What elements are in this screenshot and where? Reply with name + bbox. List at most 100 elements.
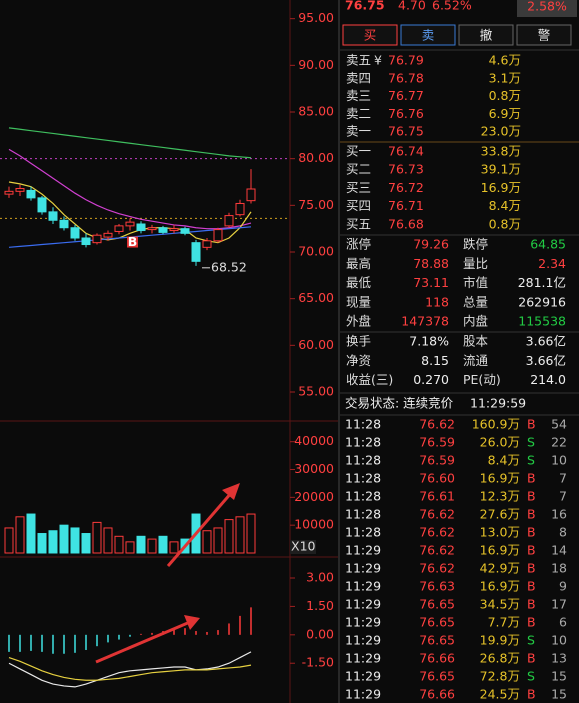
candle-body <box>92 234 102 244</box>
volume-bar <box>114 535 124 554</box>
last-price: 76.75 <box>345 0 385 13</box>
trade-count: 7 <box>559 489 567 504</box>
stat-value: 281.1亿 <box>518 275 566 290</box>
volume-bar <box>224 519 234 554</box>
trade-volume: 16.9万 <box>480 471 520 486</box>
stat-label: 外盘 <box>346 314 371 329</box>
stat-label: 总量 <box>463 294 488 309</box>
candle-body <box>125 221 135 227</box>
trade-time: 11:29 <box>345 615 381 630</box>
book-volume: 6.9万 <box>489 106 521 121</box>
trade-price: 76.60 <box>419 471 455 486</box>
stat-value: 79.26 <box>413 237 449 252</box>
book-label: 卖五 <box>346 53 371 68</box>
trade-time: 11:29 <box>345 579 381 594</box>
action-button-label[interactable]: 撤 <box>480 28 493 43</box>
candle-body <box>169 228 179 232</box>
trade-volume: 12.3万 <box>480 489 520 504</box>
trade-time: 11:28 <box>345 435 381 450</box>
volume-bar <box>169 541 179 554</box>
trade-count: 54 <box>551 417 567 432</box>
stat-label: 内盘 <box>463 314 488 329</box>
trade-price: 76.59 <box>419 453 455 468</box>
candle-body <box>147 227 157 231</box>
volume-bar <box>48 530 58 554</box>
trade-time: 11:28 <box>345 489 381 504</box>
trade-side: B <box>527 579 536 594</box>
y-tick-label: 95.00 <box>298 10 334 25</box>
volume-bar <box>213 527 223 554</box>
action-button[interactable] <box>342 24 398 46</box>
book-price: 76.74 <box>388 144 424 159</box>
stat-value: 2.34 <box>538 256 566 271</box>
book-price: 76.71 <box>388 198 424 213</box>
volume-bar <box>125 541 135 554</box>
book-price: 76.72 <box>388 180 424 195</box>
trade-price: 76.59 <box>419 435 455 450</box>
trade-side: B <box>527 543 536 558</box>
volume-bar <box>70 527 80 554</box>
trade-time: 11:29 <box>345 651 381 666</box>
trade-count: 15 <box>551 669 567 684</box>
action-button-label[interactable]: 卖 <box>422 28 435 43</box>
stat-label: 现量 <box>346 294 371 309</box>
arrow <box>95 620 191 664</box>
candle-body <box>103 232 113 238</box>
trade-side: S <box>527 453 535 468</box>
book-volume: 23.0万 <box>481 124 521 139</box>
trade-price: 76.65 <box>419 615 455 630</box>
candle-body <box>37 197 47 213</box>
stat-label: 最高 <box>346 256 371 271</box>
stat-label: 流通 <box>463 353 489 368</box>
trade-count: 8 <box>559 525 567 540</box>
y-tick-label: 1.50 <box>306 598 334 613</box>
trade-side: B <box>527 525 536 540</box>
volume-unit: X10 <box>291 539 316 554</box>
stat-label: 最低 <box>346 275 372 290</box>
volume-bar <box>235 516 245 554</box>
stat-value: 262916 <box>518 294 566 309</box>
change-pct: 6.52% <box>432 0 472 13</box>
volume-bar <box>26 513 36 554</box>
stat-label: 股本 <box>463 334 489 349</box>
book-label: 卖一 <box>346 124 371 139</box>
trade-time: 11:28 <box>345 507 381 522</box>
book-volume: 39.1万 <box>481 162 521 177</box>
stat-value: 118 <box>425 294 449 309</box>
trade-side: B <box>527 687 536 702</box>
trade-price: 76.65 <box>419 669 455 684</box>
action-button-label[interactable]: 警 <box>538 28 551 43</box>
candle-body <box>59 219 69 229</box>
action-button[interactable] <box>516 24 572 46</box>
candle-body <box>213 229 223 242</box>
book-price: 76.77 <box>388 88 424 103</box>
y-tick-label: 3.00 <box>306 569 334 584</box>
currency: ¥ <box>374 53 382 68</box>
trade-side: B <box>527 471 536 486</box>
trade-price: 76.66 <box>419 651 455 666</box>
action-button[interactable] <box>400 24 456 46</box>
moving-average <box>8 148 252 230</box>
trade-count: 18 <box>551 561 567 576</box>
badge <box>517 0 577 17</box>
action-button-label[interactable]: 买 <box>364 28 377 43</box>
candle-body <box>158 227 168 233</box>
trade-side: B <box>527 615 536 630</box>
book-label: 买四 <box>346 198 371 213</box>
trade-side: S <box>527 435 535 450</box>
stat-value: 64.85 <box>530 237 566 252</box>
volume-bar <box>147 538 157 554</box>
trade-count: 6 <box>559 615 567 630</box>
book-volume: 3.1万 <box>489 70 521 85</box>
stat-value: 0.270 <box>413 372 449 387</box>
y-tick-label: 70.00 <box>298 244 334 259</box>
trade-price: 76.66 <box>419 687 455 702</box>
trade-volume: 34.5万 <box>480 597 520 612</box>
unit-box <box>290 540 316 554</box>
book-label: 买五 <box>346 216 371 231</box>
action-button[interactable] <box>458 24 514 46</box>
candle-body <box>4 190 14 195</box>
candle-body <box>235 202 245 216</box>
book-volume: 8.4万 <box>489 198 521 213</box>
volume-bar <box>246 513 256 554</box>
